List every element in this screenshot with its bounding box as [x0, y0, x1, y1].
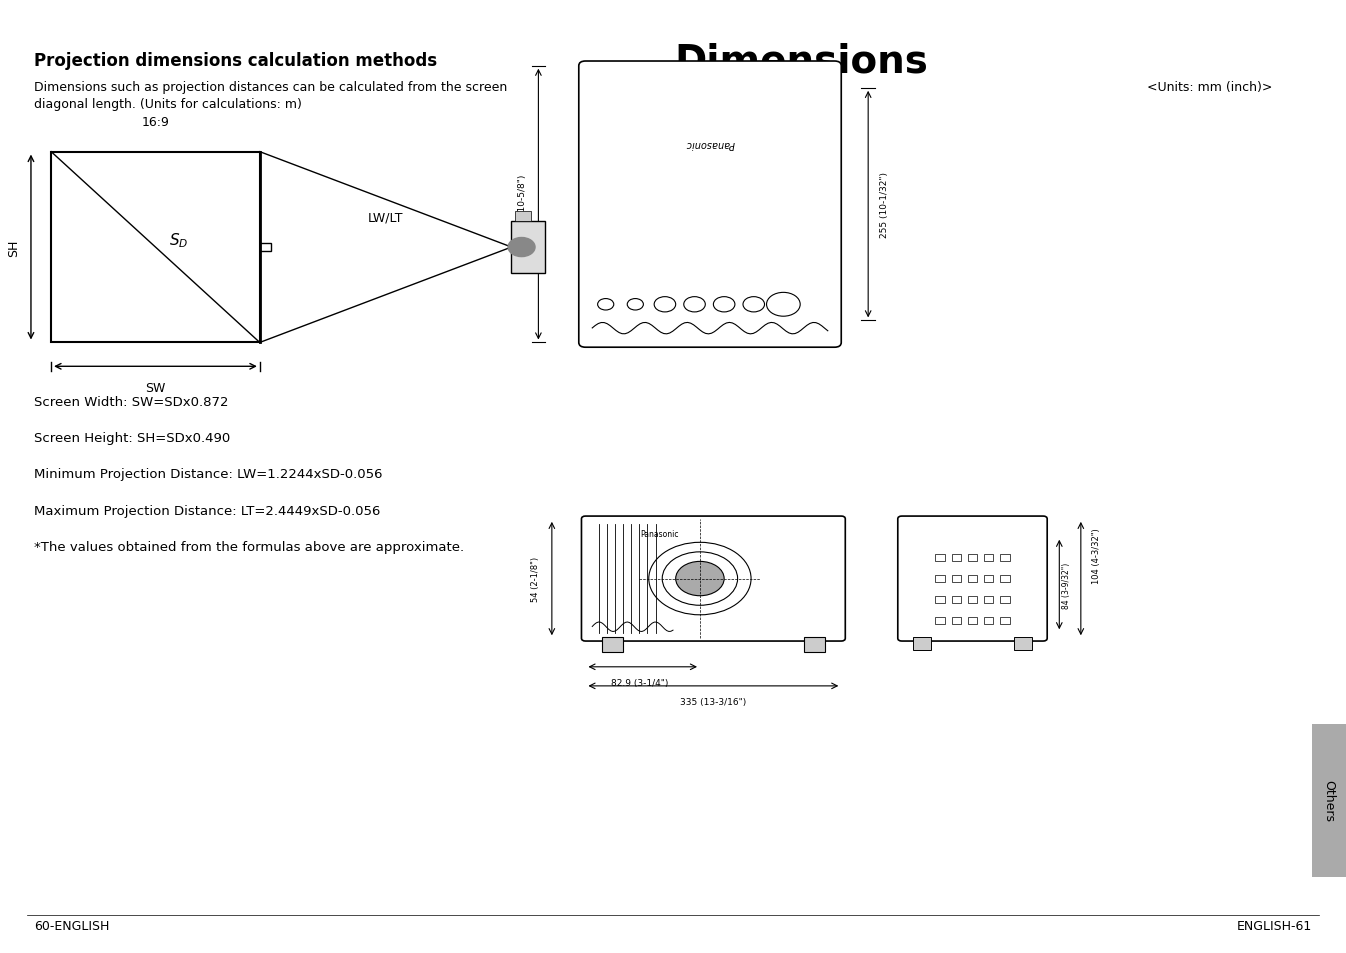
FancyBboxPatch shape	[579, 62, 841, 348]
Bar	[935, 576, 945, 582]
Bar	[602, 638, 623, 653]
Bar	[952, 576, 961, 582]
Text: SH: SH	[7, 239, 20, 256]
Text: 60-ENGLISH: 60-ENGLISH	[34, 919, 109, 932]
Bar	[935, 555, 945, 561]
Text: 84 (3-9/32"): 84 (3-9/32")	[1062, 562, 1071, 608]
Circle shape	[509, 238, 536, 257]
Bar	[913, 638, 931, 650]
Text: Minimum Projection Distance: LW=1.2244xSD-0.056: Minimum Projection Distance: LW=1.2244xS…	[34, 468, 382, 481]
Bar	[1014, 638, 1032, 650]
Bar	[984, 618, 993, 624]
Text: 335 (13-3/16"): 335 (13-3/16")	[680, 698, 747, 706]
Bar	[952, 597, 961, 603]
Text: Panasonic: Panasonic	[685, 139, 735, 149]
Text: *The values obtained from the formulas above are approximate.: *The values obtained from the formulas a…	[34, 540, 464, 554]
Bar	[1000, 618, 1010, 624]
Text: 82.9 (3-1/4"): 82.9 (3-1/4")	[611, 679, 668, 687]
Bar	[952, 555, 961, 561]
Text: 54 (2-1/8"): 54 (2-1/8")	[532, 557, 540, 601]
Text: 270 (10-5/8"): 270 (10-5/8")	[518, 174, 526, 235]
Text: 255 (10-1/32"): 255 (10-1/32")	[880, 172, 888, 238]
Text: Screen Width: SW=SDx0.872: Screen Width: SW=SDx0.872	[34, 395, 229, 409]
Bar	[804, 638, 825, 653]
Bar	[1000, 555, 1010, 561]
Text: Maximum Projection Distance: LT=2.4449xSD-0.056: Maximum Projection Distance: LT=2.4449xS…	[34, 504, 380, 517]
Text: $S_D$: $S_D$	[170, 231, 188, 250]
Bar	[984, 555, 993, 561]
Text: Others: Others	[1323, 780, 1335, 821]
Bar	[968, 576, 977, 582]
Bar	[511, 222, 545, 274]
Text: Dimensions: Dimensions	[674, 43, 927, 81]
FancyBboxPatch shape	[581, 517, 845, 641]
Bar	[1000, 576, 1010, 582]
Text: LW/LT: LW/LT	[367, 211, 404, 224]
Text: SW: SW	[145, 381, 166, 395]
Bar	[51, 152, 260, 343]
Bar	[1312, 724, 1346, 877]
Text: ENGLISH-61: ENGLISH-61	[1237, 919, 1312, 932]
Bar	[935, 618, 945, 624]
Text: Panasonic: Panasonic	[641, 529, 678, 538]
Bar	[968, 618, 977, 624]
Bar	[968, 597, 977, 603]
Bar	[935, 597, 945, 603]
Bar	[1000, 597, 1010, 603]
Text: Screen Height: SH=SDx0.490: Screen Height: SH=SDx0.490	[34, 432, 230, 445]
Text: 16:9: 16:9	[141, 115, 170, 129]
Circle shape	[662, 553, 738, 606]
Text: Dimensions such as projection distances can be calculated from the screen
diagon: Dimensions such as projection distances …	[34, 81, 507, 111]
Bar	[514, 213, 530, 222]
Bar	[984, 576, 993, 582]
Bar	[260, 244, 271, 252]
FancyBboxPatch shape	[898, 517, 1047, 641]
Circle shape	[676, 562, 724, 597]
Bar	[984, 597, 993, 603]
Bar	[952, 618, 961, 624]
Text: Projection dimensions calculation methods: Projection dimensions calculation method…	[34, 52, 436, 71]
Text: 104 (4-3/32"): 104 (4-3/32")	[1093, 527, 1101, 583]
Circle shape	[649, 542, 751, 616]
Bar	[968, 555, 977, 561]
Text: <Units: mm (inch)>: <Units: mm (inch)>	[1147, 81, 1272, 94]
